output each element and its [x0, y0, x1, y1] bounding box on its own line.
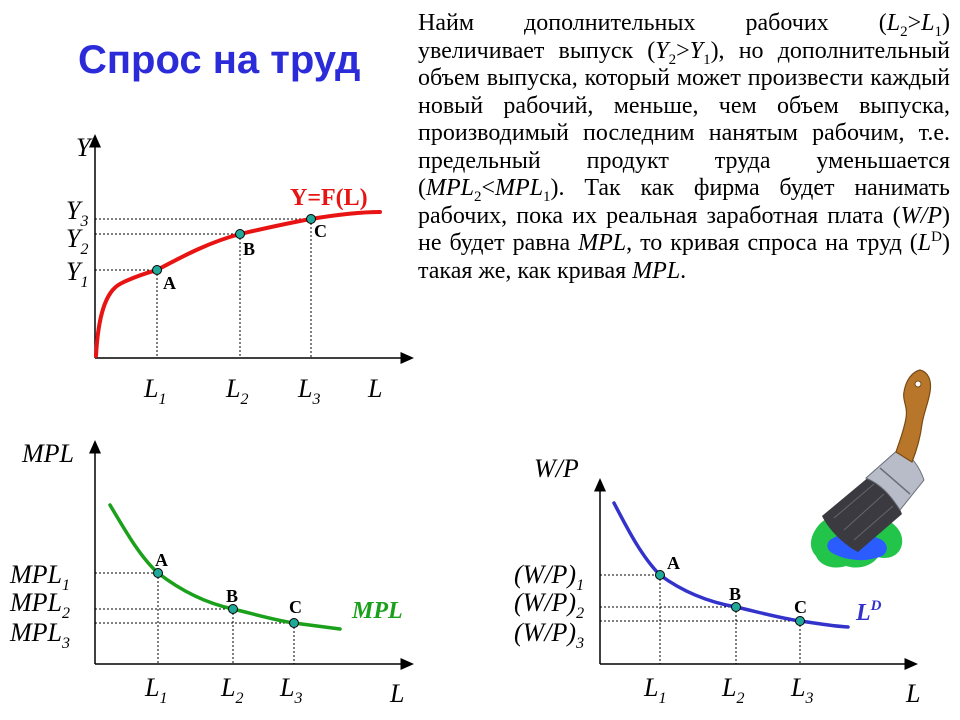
slide-title: Спрос на труд: [78, 38, 361, 82]
mpl-x-tick-l2: L2: [220, 673, 243, 707]
brush-handle-hole: [914, 380, 922, 388]
mpl-y-axis-label: MPL: [21, 439, 74, 468]
ld-y-axis-label: W/P: [534, 454, 579, 483]
ld-x-axis-label: L: [905, 679, 920, 708]
brush-handle: [895, 369, 932, 463]
point-a-label: A: [163, 273, 176, 293]
point-b-label: B: [243, 239, 255, 259]
explanation-paragraph: Найм дополнительных рабочих (L2>L1) увел…: [418, 10, 950, 284]
ld-curve: [612, 501, 850, 629]
production-y-axis-label: Y: [76, 133, 93, 162]
point-c-label: C: [794, 597, 807, 617]
point-c-label: C: [314, 221, 327, 241]
bristle-stroke: [833, 483, 875, 519]
mpl-chart: MPL A B C MPL MPL1 MPL2 MPL3 L1 L2 L3 L: [9, 439, 414, 708]
mpl-x-axis-label: L: [389, 679, 404, 708]
mpl-curve-label: MPL: [351, 598, 403, 624]
bristle-stroke: [843, 493, 885, 531]
production-x-tick-l2: L2: [225, 374, 248, 408]
ld-y-tick-1: (W/P)1: [514, 560, 584, 594]
ld-y-tick-3: (W/P)3: [514, 618, 584, 652]
mpl-y-tick-3: MPL3: [9, 618, 70, 652]
production-curve-label: Y=F(L): [290, 185, 368, 211]
ld-curve-label: LD: [855, 598, 882, 626]
ferrule-crimp: [879, 467, 911, 495]
mpl-y-tick-1: MPL1: [9, 560, 70, 594]
production-y-tick-y3: Y3: [66, 196, 88, 230]
ld-y-tick-2: (W/P)2: [514, 588, 584, 622]
point-a-marker: [153, 568, 163, 578]
paint-brush-icon: [810, 369, 932, 568]
production-x-tick-l3: L3: [297, 374, 320, 408]
point-b-marker: [228, 604, 238, 614]
ld-x-tick-l3: L3: [790, 673, 813, 707]
production-x-tick-l1: L1: [143, 374, 166, 408]
ld-x-tick-l1: L1: [643, 673, 666, 707]
point-c-marker: [306, 214, 316, 224]
point-a-marker: [655, 570, 665, 580]
production-x-axis-label: L: [367, 374, 382, 403]
point-c-marker: [795, 616, 805, 626]
production-function-chart: Y=F(L) A B C Y Y3 Y2 Y1 L1 L2 L3 L: [66, 133, 414, 408]
mpl-x-tick-l3: L3: [279, 673, 302, 707]
point-b-marker: [731, 602, 741, 612]
point-a-label: A: [155, 550, 168, 570]
point-b-label: B: [729, 584, 741, 604]
point-c-marker: [289, 618, 299, 628]
point-a-marker: [152, 265, 162, 275]
mpl-y-tick-2: MPL2: [9, 588, 70, 622]
point-c-label: C: [289, 597, 302, 617]
point-a-label: A: [667, 553, 680, 573]
point-b-label: B: [226, 586, 238, 606]
mpl-curve: [108, 503, 342, 631]
production-curve: [94, 210, 382, 358]
bristle-stroke: [853, 505, 894, 541]
labor-demand-chart: LD A B C W/P (W/P)1 (W/P)2 (W/P)3 L1 L2 …: [514, 454, 920, 708]
production-y-tick-y1: Y1: [66, 257, 88, 291]
mpl-x-tick-l1: L1: [144, 673, 167, 707]
point-b-marker: [235, 229, 245, 239]
ld-x-tick-l2: L2: [721, 673, 744, 707]
production-y-tick-y2: Y2: [66, 224, 88, 258]
